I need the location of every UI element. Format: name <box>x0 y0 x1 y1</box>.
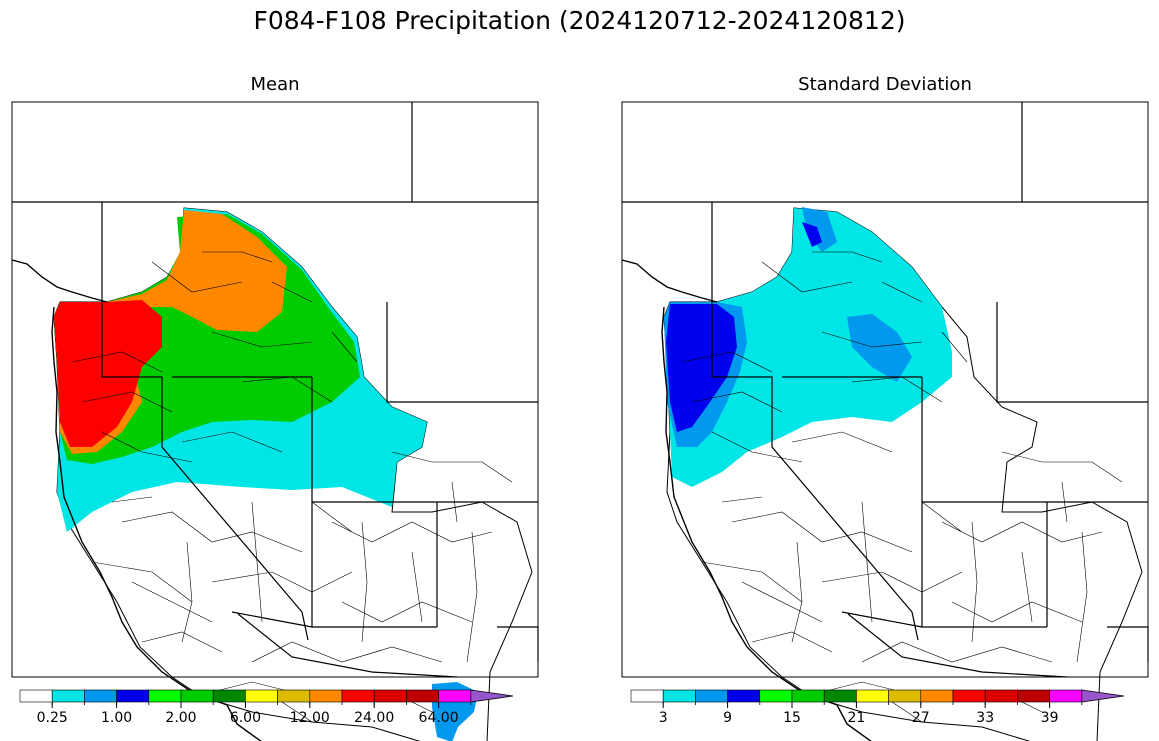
mean-colorbar-swatch <box>341 689 375 703</box>
stddev-map <box>621 101 1149 741</box>
mean-colorbar-swatch <box>277 689 311 703</box>
mean-colorbar-swatch <box>19 689 53 703</box>
stddev-colorbar-swatch <box>888 689 922 703</box>
mean-colorbar-swatch <box>51 689 85 703</box>
stddev-colorbar-tick-label: 33 <box>976 710 994 726</box>
mean-colorbar-swatch <box>373 689 407 703</box>
mean-colorbar-swatch <box>212 689 246 703</box>
stddev-colorbar: 3 9 15 21 27 33 39 <box>630 689 1125 726</box>
stddev-colorbar-tick-label: 3 <box>659 710 668 726</box>
stddev-colorbar-swatch <box>1049 689 1083 703</box>
stddev-colorbar-swatch <box>630 689 664 703</box>
mean-colorbar-swatch <box>84 689 117 703</box>
mean-colorbar-tick-label: 24.00 <box>354 710 394 726</box>
stddev-colorbar-swatch <box>984 689 1018 703</box>
mean-colorbar: 0.25 1.00 2.00 6.00 12.00 24.00 64.00 <box>19 689 514 726</box>
stddev-panel-title: Standard Deviation <box>798 74 972 95</box>
stddev-colorbar-swatch <box>662 689 696 703</box>
mean-colorbar-tick-label: 0.25 <box>37 710 68 726</box>
figure-title: F084-F108 Precipitation (2024120712-2024… <box>253 6 906 35</box>
mean-colorbar-swatch <box>116 689 150 703</box>
mean-colorbar-swatch <box>406 689 439 703</box>
stddev-colorbar-swatch <box>1017 689 1050 703</box>
stddev-colorbar-extend-arrow <box>1081 689 1125 703</box>
mean-colorbar-swatch <box>180 689 214 703</box>
mean-colorbar-swatch <box>438 689 472 703</box>
mean-colorbar-tick-label: 64.00 <box>419 710 459 726</box>
stddev-colorbar-swatch <box>856 689 889 703</box>
stddev-colorbar-tick-label: 21 <box>847 710 865 726</box>
mean-colorbar-tick-label: 12.00 <box>290 710 330 726</box>
stddev-colorbar-tick-label: 9 <box>723 710 732 726</box>
mean-colorbar-swatch <box>245 689 278 703</box>
stddev-colorbar-tick-label: 39 <box>1041 710 1059 726</box>
stddev-colorbar-swatch <box>727 689 761 703</box>
mean-colorbar-swatch <box>148 689 182 703</box>
mean-colorbar-extend-arrow <box>470 689 514 703</box>
mean-map <box>11 101 539 741</box>
stddev-colorbar-swatch <box>695 689 728 703</box>
stddev-colorbar-swatch <box>791 689 825 703</box>
stddev-colorbar-swatch <box>759 689 793 703</box>
stddev-colorbar-swatch <box>823 689 857 703</box>
stddev-colorbar-swatch <box>952 689 986 703</box>
mean-colorbar-tick-label: 2.00 <box>165 710 196 726</box>
mean-colorbar-swatch <box>309 689 343 703</box>
mean-colorbar-tick-label: 6.00 <box>230 710 261 726</box>
stddev-colorbar-tick-label: 27 <box>912 710 930 726</box>
stddev-colorbar-swatch <box>920 689 954 703</box>
stddev-colorbar-tick-label: 15 <box>783 710 801 726</box>
mean-panel-title: Mean <box>250 74 300 95</box>
mean-colorbar-tick-label: 1.00 <box>101 710 132 726</box>
